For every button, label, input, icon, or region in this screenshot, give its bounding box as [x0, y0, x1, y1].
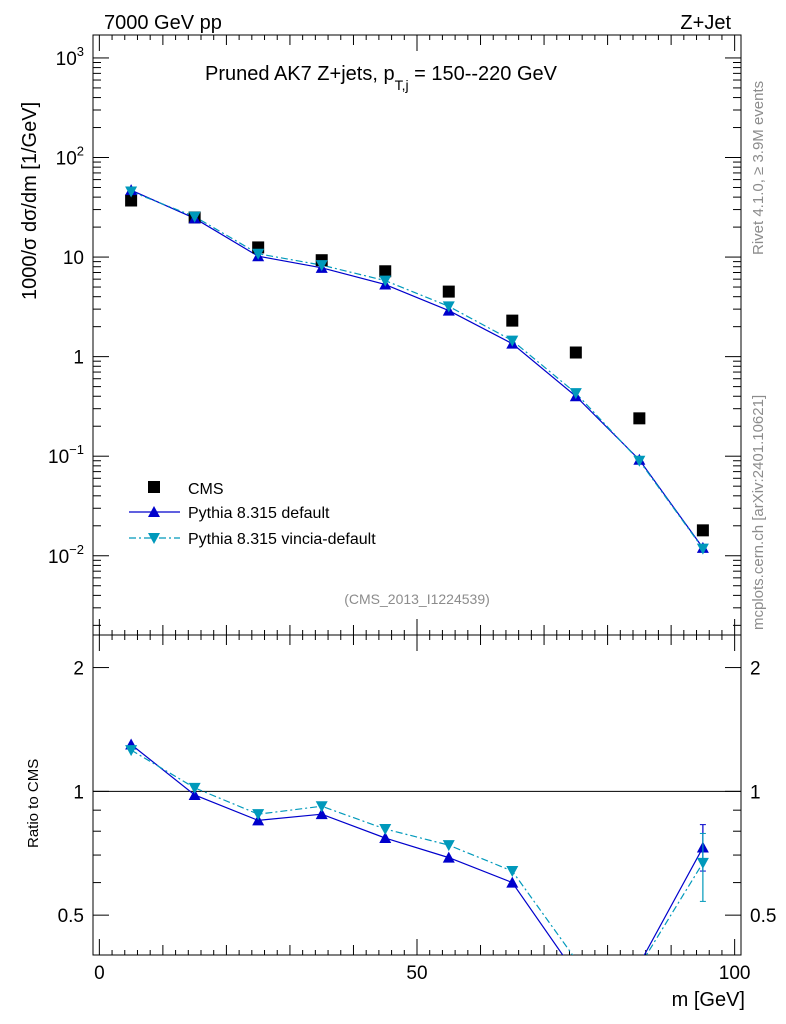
- main-title-text: Pruned AK7 Z+jets, p: [205, 63, 395, 85]
- vincia-data-point: [188, 211, 201, 223]
- ratio-vincia-point: [379, 823, 392, 835]
- cms-data-point: [442, 285, 455, 298]
- ratio-vincia-point: [188, 782, 201, 794]
- x-tick-label: 0: [94, 963, 105, 984]
- vincia-data-point: [569, 388, 582, 400]
- legend-label-cms: CMS: [188, 481, 224, 498]
- ratio-vincia-point: [442, 840, 455, 852]
- ratio-axis-ticks: 0.5 0.5 1 1 2 2 0 50 100: [58, 635, 776, 984]
- vincia-data-point: [252, 248, 265, 260]
- cms-data-point: [252, 241, 265, 254]
- analysis-tag: (CMS_2013_I1224539): [344, 591, 490, 607]
- cms-data-point: [379, 265, 392, 278]
- series-line-default: [130, 189, 704, 549]
- ratio-vincia-point: [315, 801, 328, 813]
- cms-data-point: [696, 524, 709, 537]
- legend-marker-default: [148, 506, 160, 517]
- vincia-data-point: [315, 260, 328, 272]
- ratio-vincia-point: [696, 857, 709, 869]
- ratio-vincia-point: [506, 866, 519, 878]
- main-y-tick-label: 10−1: [48, 442, 84, 468]
- ratio-default-point: [188, 788, 201, 800]
- legend: CMS Pythia 8.315 default Pythia 8.315 vi…: [129, 481, 376, 548]
- main-y-tick-label: 1: [73, 348, 84, 369]
- main-y-tick-label: 102: [56, 144, 84, 170]
- vincia-data-point: [442, 301, 455, 313]
- header-right: Z+Jet: [680, 12, 731, 34]
- ratio-y-tick-label: 1: [73, 782, 84, 803]
- vincia-data-point: [379, 275, 392, 287]
- legend-label-vincia: Pythia 8.315 vincia-default: [188, 531, 376, 548]
- ratio-y-tick-label: 2: [73, 659, 84, 680]
- main-title: Pruned AK7 Z+jets, pT,j = 150--220 GeV: [205, 63, 558, 93]
- main-title-sub: T,j: [395, 77, 409, 93]
- vincia-data-point: [633, 455, 646, 467]
- series-line-vincia: [130, 190, 704, 549]
- ratio-default-point: [315, 808, 328, 820]
- x-axis-label: m [GeV]: [672, 989, 745, 1011]
- main-title-tail: = 150--220 GeV: [409, 63, 558, 85]
- main-y-tick-label: 10−2: [48, 542, 84, 568]
- cms-data-point: [569, 346, 582, 359]
- ratio-y-tick-label-right: 0.5: [750, 906, 776, 927]
- legend-marker-cms: [148, 481, 160, 493]
- cms-data-point: [633, 412, 646, 425]
- ratio-line-vincia: [130, 749, 704, 955]
- main-y-axis-label: 1000/σ dσ/dm [1/GeV]: [19, 102, 41, 300]
- vincia-data-point: [506, 335, 519, 347]
- rivet-label: Rivet 4.1.0, ≥ 3.9M events: [750, 81, 767, 255]
- x-tick-label: 100: [719, 963, 751, 984]
- ratio-default-point: [379, 832, 392, 844]
- ratio-default-point: [506, 876, 519, 888]
- header-left: 7000 GeV pp: [104, 12, 222, 34]
- ratio-default-point: [442, 851, 455, 863]
- cms-data-point: [125, 194, 138, 207]
- x-tick-label: 50: [406, 963, 427, 984]
- main-series: [125, 184, 709, 555]
- ratio-y-tick-label-right: 1: [750, 782, 761, 803]
- ratio-plot-frame: [92, 634, 742, 956]
- mcplots-label: mcplots.cern.ch [arXiv:2401.10621]: [750, 395, 767, 630]
- ratio-vincia-point: [252, 809, 265, 821]
- cms-data-point: [506, 314, 519, 327]
- ratio-vincia-point: [125, 745, 138, 757]
- vincia-data-point: [125, 186, 138, 198]
- ratio-y-tick-label-right: 2: [750, 659, 761, 680]
- legend-marker-vincia: [148, 533, 160, 544]
- ratio-series: [125, 738, 709, 955]
- vincia-data-point: [696, 543, 709, 555]
- main-y-tick-label: 10: [63, 248, 84, 269]
- ratio-line-default: [130, 744, 704, 955]
- main-y-tick-label: 103: [56, 44, 84, 70]
- ratio-y-tick-label: 0.5: [58, 906, 84, 927]
- ratio-y-axis-label: Ratio to CMS: [25, 759, 42, 848]
- legend-label-default: Pythia 8.315 default: [188, 505, 330, 522]
